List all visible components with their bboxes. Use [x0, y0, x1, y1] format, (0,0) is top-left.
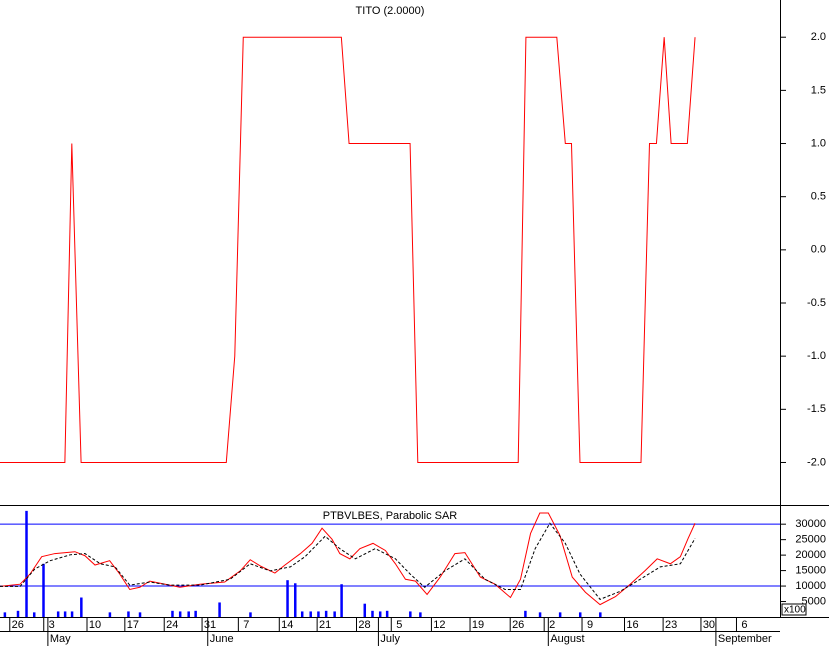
y-tick-label: -0.5	[807, 297, 826, 309]
x-tick-label: 12	[433, 619, 445, 631]
volume-bar	[558, 612, 562, 617]
x-tick-label: 10	[89, 619, 101, 631]
volume-bar	[218, 602, 221, 617]
y-tick-label: 20000	[795, 549, 826, 561]
volume-bar	[32, 612, 36, 617]
volume-bar	[578, 612, 582, 617]
volume-bar	[63, 611, 67, 617]
volume-bar	[171, 610, 174, 617]
volume-bar	[127, 611, 130, 617]
volume-bar	[363, 603, 367, 617]
y-tick-label: -1.5	[807, 403, 826, 415]
volume-bar	[385, 610, 389, 617]
y-tick-label: 10000	[795, 580, 826, 592]
y-tick-label: -1.0	[807, 350, 826, 362]
month-label: August	[550, 633, 584, 645]
x-tick-label: 5	[396, 619, 402, 631]
volume-bar	[56, 611, 60, 617]
series-line	[0, 36, 696, 463]
volume-bar	[70, 611, 74, 617]
volume-bar	[538, 612, 542, 617]
chart-title: PTBVLBES, Parabolic SAR	[323, 510, 458, 522]
volume-bar	[187, 611, 190, 617]
y-tick-label: 25000	[795, 534, 826, 546]
volume-bar	[108, 612, 112, 617]
month-label: May	[50, 633, 71, 645]
x-tick-label: 14	[281, 619, 293, 631]
chart-title: TITO (2.0000)	[356, 5, 425, 17]
volume-bar	[309, 611, 312, 617]
volume-bar	[317, 611, 320, 617]
y-tick-label: -2.0	[807, 456, 826, 468]
month-label: July	[380, 633, 400, 645]
y-tick-label: 1.5	[811, 84, 826, 96]
volume-bar	[294, 583, 297, 617]
x-tick-label: 17	[127, 619, 139, 631]
y-tick-label: 0.0	[811, 244, 826, 256]
volume-bar	[419, 612, 422, 617]
y-tick-label: 2.0	[811, 31, 826, 43]
x-tick-label: 28	[358, 619, 370, 631]
x-tick-label: 30	[703, 619, 715, 631]
x-tick-label: 16	[626, 619, 638, 631]
y-unit-label: x100	[784, 605, 806, 616]
x-tick-label: 2	[549, 619, 555, 631]
y-tick-label: 1.0	[811, 137, 826, 149]
volume-bar	[42, 563, 45, 617]
volume-bar	[194, 610, 197, 617]
volume-bar	[16, 610, 20, 617]
volume-bar	[333, 611, 336, 617]
volume-bar	[3, 612, 7, 617]
volume-bar	[80, 597, 83, 617]
volume-bar	[300, 611, 304, 617]
unit-box	[781, 603, 807, 616]
x-tick-label: 6	[741, 619, 747, 631]
volume-bar	[340, 584, 343, 617]
y-tick-label: 0.5	[811, 191, 826, 203]
y-tick-label: 5000	[802, 595, 826, 607]
y-tick-label: 15000	[795, 564, 826, 576]
x-tick-label: 19	[472, 619, 484, 631]
series-line	[0, 522, 696, 600]
x-tick-label: 31	[204, 619, 216, 631]
volume-bar	[25, 510, 28, 617]
month-label: June	[210, 633, 234, 645]
volume-bar	[599, 612, 602, 617]
volume-bar	[371, 610, 374, 617]
volume-bar	[409, 611, 412, 617]
volume-bar	[286, 580, 289, 617]
x-tick-label: 9	[587, 619, 593, 631]
x-tick-label: 26	[12, 619, 24, 631]
volume-bar	[324, 610, 328, 617]
y-tick-label: 30000	[795, 518, 826, 530]
x-tick-label: 24	[166, 619, 178, 631]
volume-bar	[249, 612, 252, 617]
volume-bar	[524, 610, 527, 617]
volume-bar	[378, 611, 382, 617]
volume-bar	[138, 612, 142, 617]
volume-bar	[178, 611, 182, 617]
x-tick-label: 23	[665, 619, 677, 631]
x-tick-label: 21	[319, 619, 331, 631]
series-line	[0, 512, 696, 606]
x-tick-label: 7	[243, 619, 249, 631]
x-tick-label: 3	[49, 619, 55, 631]
month-label: September	[718, 633, 772, 645]
x-tick-label: 26	[512, 619, 524, 631]
